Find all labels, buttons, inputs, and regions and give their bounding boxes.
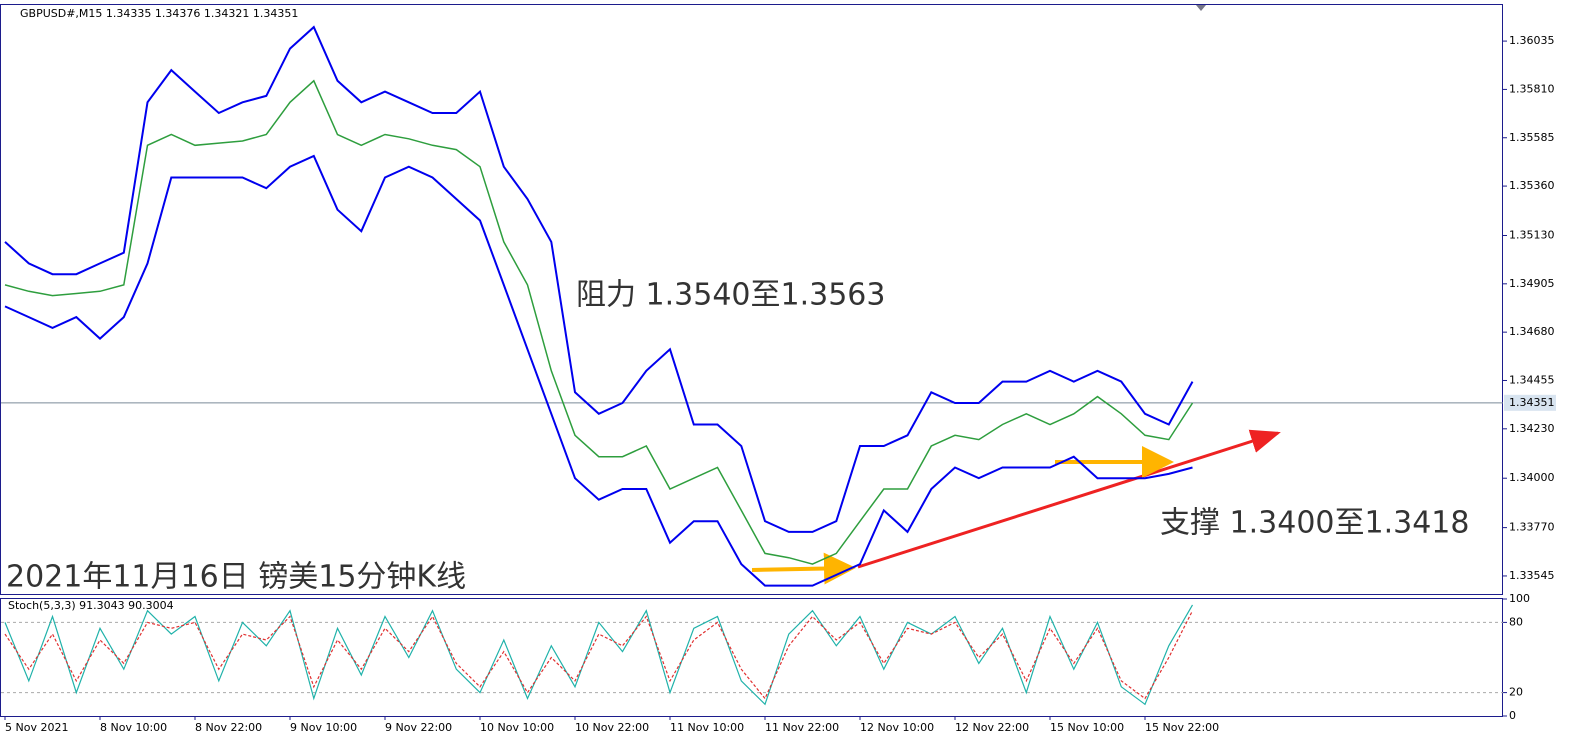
x-tick-label: 8 Nov 22:00: [195, 721, 262, 734]
y-tick-label: 1.34680: [1509, 325, 1555, 338]
annotation: 支撑 1.3400至1.3418: [1160, 506, 1469, 541]
series-line: [4, 604, 1194, 706]
x-tick-label: 8 Nov 10:00: [100, 721, 167, 734]
y-tick-label: 1.35130: [1509, 228, 1555, 241]
x-tick-label: 11 Nov 22:00: [765, 721, 839, 734]
y-tick-label: 1.34000: [1509, 471, 1555, 484]
x-tick-label: 5 Nov 2021: [5, 721, 68, 734]
x-tick-label: 15 Nov 10:00: [1050, 721, 1124, 734]
stoch-frame: [0, 598, 1503, 717]
shift-marker: [1196, 5, 1206, 11]
stoch-header: Stoch(5,3,3) 91.3043 90.3004: [8, 599, 174, 612]
x-tick-label: 9 Nov 10:00: [290, 721, 357, 734]
x-tick-label: 10 Nov 10:00: [480, 721, 554, 734]
y-tick-label: 1.35810: [1509, 82, 1555, 95]
y-tick-label: 1.33770: [1509, 521, 1555, 534]
y-tick-label: 100: [1509, 592, 1530, 605]
support-arrow: [751, 552, 856, 585]
x-tick-label: 12 Nov 10:00: [860, 721, 934, 734]
series-line: [4, 610, 1194, 700]
annotation: 阻力 1.3540至1.3563: [576, 278, 885, 313]
price-label: 1.34351: [1509, 396, 1555, 409]
y-tick-label: 20: [1509, 686, 1523, 699]
x-tick-label: 15 Nov 22:00: [1145, 721, 1219, 734]
y-tick-label: 1.33545: [1509, 569, 1555, 582]
y-tick-label: 1.34230: [1509, 422, 1555, 435]
y-tick-label: 1.35585: [1509, 131, 1555, 144]
x-tick-label: 12 Nov 22:00: [955, 721, 1029, 734]
trend-arrow: [857, 429, 1281, 569]
series-line: [4, 154, 1193, 587]
chart-header: GBPUSD#,M15 1.34335 1.34376 1.34321 1.34…: [20, 7, 298, 20]
series-line: [4, 25, 1194, 533]
series-line: [4, 79, 1194, 565]
annotation: 2021年11月16日 镑美15分钟K线: [6, 560, 466, 595]
x-tick-label: 11 Nov 10:00: [670, 721, 744, 734]
x-tick-label: 10 Nov 22:00: [575, 721, 649, 734]
price-box: [1504, 394, 1556, 411]
y-tick-label: 1.34455: [1509, 373, 1555, 386]
y-tick-label: 1.34905: [1509, 277, 1555, 290]
main-frame: [0, 4, 1503, 595]
y-tick-label: 1.36035: [1509, 34, 1555, 47]
y-tick-label: 80: [1509, 615, 1523, 628]
y-tick-label: 0: [1509, 709, 1516, 722]
x-tick-label: 9 Nov 22:00: [385, 721, 452, 734]
y-tick-label: 1.35360: [1509, 179, 1555, 192]
